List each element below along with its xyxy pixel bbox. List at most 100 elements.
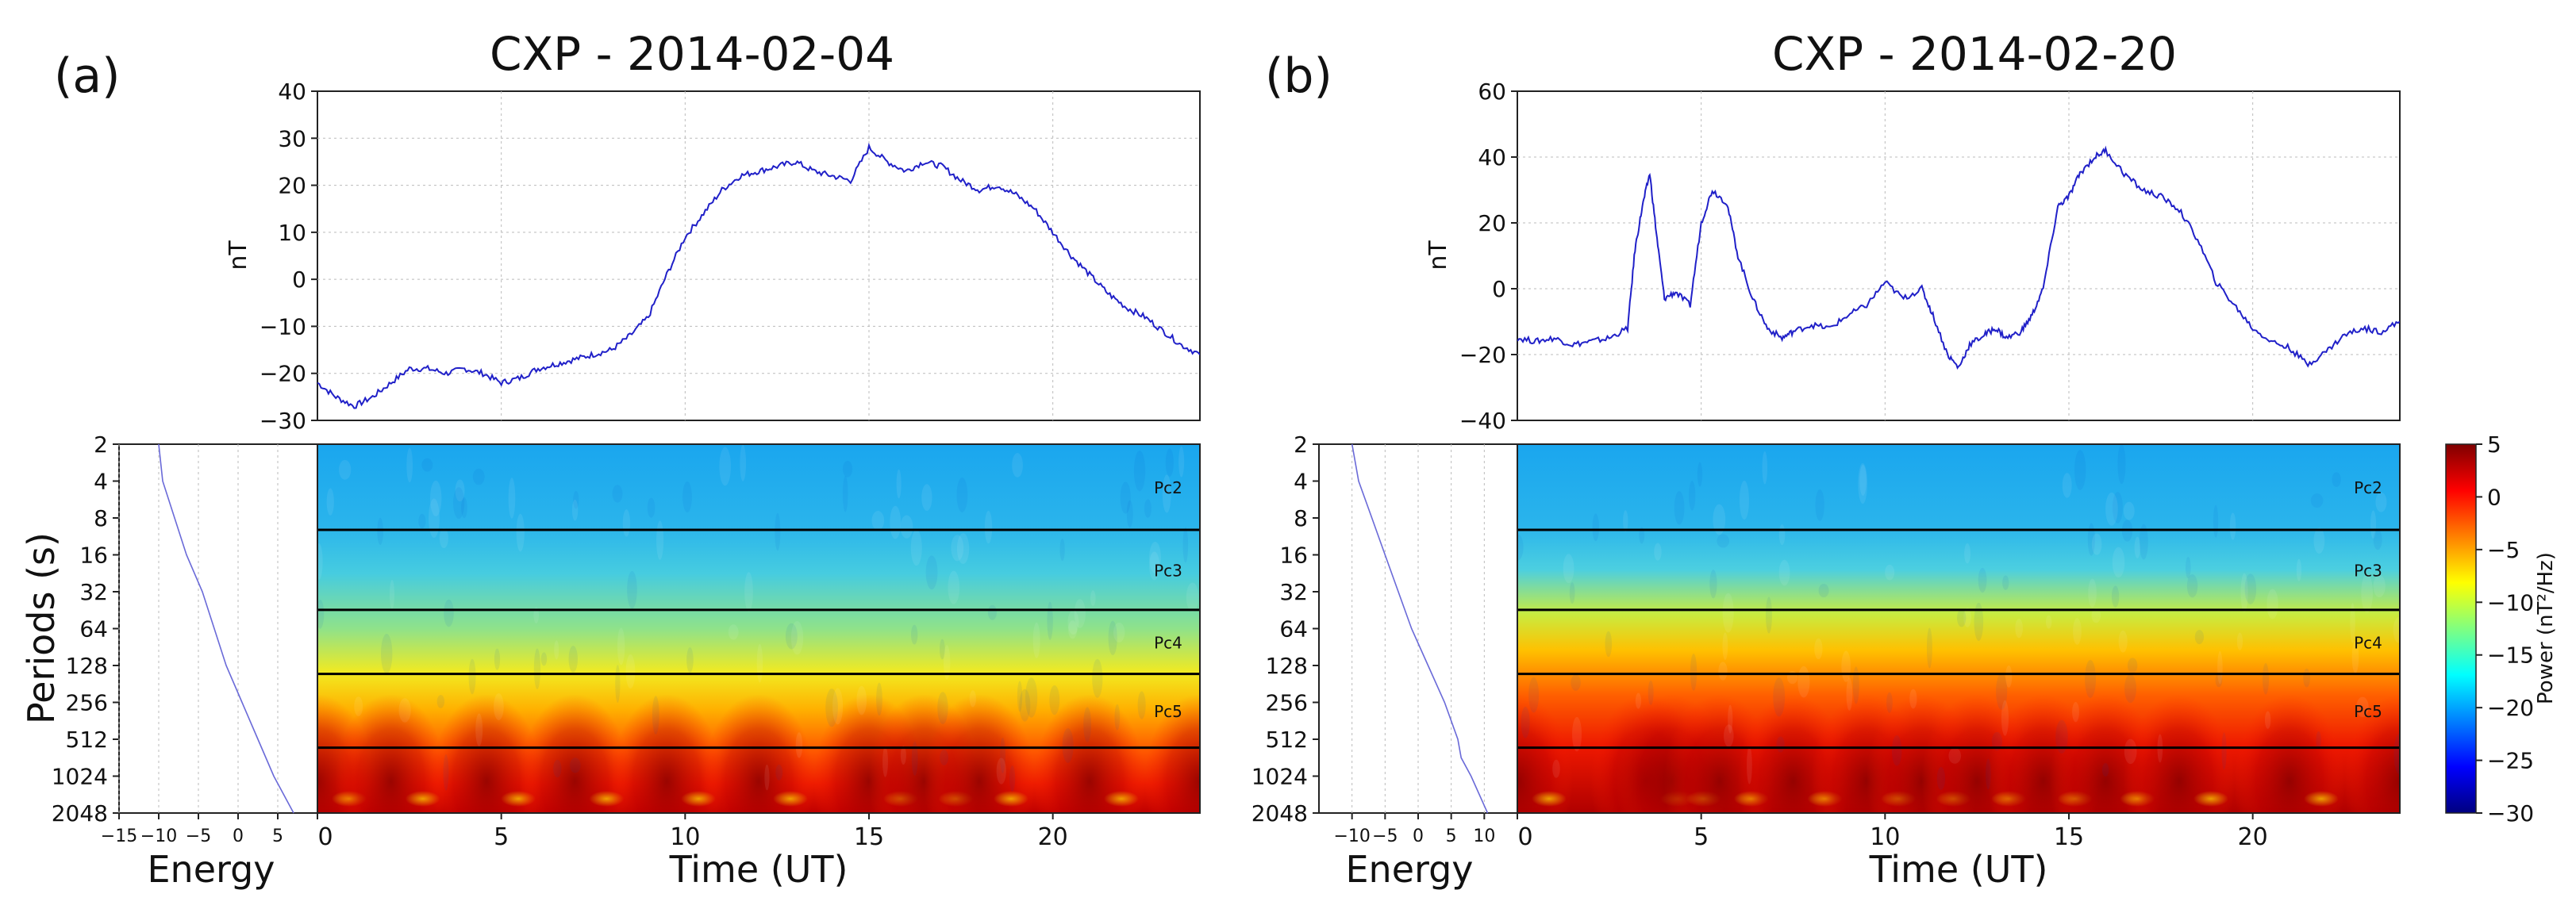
spectrogram-texture	[1722, 593, 1734, 633]
colorbar: 5 0 −5 −10 −15 −20 −25 −30 Power (nT²/Hz)	[2445, 431, 2558, 827]
period-tick-label: 32	[79, 579, 108, 605]
spectrogram-texture	[317, 599, 325, 629]
band-boundaries-a: Pc2 Pc3 Pc4 Pc5	[317, 478, 1200, 750]
spectrogram-hotspots-a	[317, 444, 1200, 813]
spectrogram-texture	[2316, 731, 2321, 750]
spectrogram-texture	[775, 512, 781, 551]
spectrogram-texture	[890, 505, 902, 539]
spectrogram-texture	[1062, 728, 1074, 763]
title-a: CXP - 2014-02-04	[490, 27, 894, 81]
time-ticks-a: 0 5 10 15 20	[317, 813, 1068, 851]
power-hotspot	[335, 694, 447, 813]
colorbar-label: Power (nT²/Hz)	[2534, 552, 2558, 704]
spectrogram-texture	[896, 469, 902, 499]
power-hotspot	[1517, 694, 1573, 813]
spectrogram-texture	[1909, 688, 1917, 709]
ytick-label: 30	[278, 125, 306, 152]
spectrogram-texture	[2262, 662, 2270, 695]
spectrogram-texture	[2393, 617, 2400, 643]
spectrogram-texture	[2264, 711, 2271, 729]
spectrogram-texture	[622, 509, 631, 537]
spectrogram-texture	[2139, 524, 2148, 560]
colorbar-tick-label: −10	[2487, 589, 2534, 616]
spectrogram-texture	[647, 497, 656, 518]
spectrogram-texture	[1000, 737, 1005, 773]
energy-tick-label: 10	[1473, 827, 1495, 846]
spectrogram-texture	[1846, 677, 1853, 711]
spectrogram-texture	[740, 444, 747, 481]
ytick-label: −20	[260, 361, 306, 387]
period-tick-label: 512	[66, 727, 108, 753]
xlabel-energy-b: Energy	[1345, 848, 1473, 891]
line-plot-yticks-b: −40 −20 0 20 40 60	[1459, 79, 1517, 434]
line-plot-yticks-a: −30 −20 −10 0 10 20 30 40	[260, 79, 317, 434]
spectrogram-texture	[984, 510, 993, 544]
spectrogram-texture	[338, 459, 352, 480]
spectrogram-texture	[516, 513, 525, 552]
ytick-label: −20	[1459, 342, 1506, 368]
power-blob	[773, 791, 808, 807]
spectrogram-texture	[1120, 481, 1131, 514]
spectrogram-texture	[1978, 567, 1987, 593]
spectrogram-texture	[444, 599, 454, 627]
spectrogram-texture	[568, 646, 578, 673]
spectrogram-texture	[2124, 738, 2137, 765]
period-tick-label: 2	[94, 431, 108, 458]
spectrogram-texture	[948, 570, 960, 604]
spectrogram-texture	[1841, 650, 1851, 682]
spectrogram-texture	[911, 741, 918, 776]
title-b: CXP - 2014-02-20	[1772, 27, 2177, 81]
spectrogram-texture	[1728, 704, 1733, 734]
spectrogram-texture	[1778, 524, 1786, 546]
spectrogram-texture	[2001, 700, 2009, 736]
period-ticks-b: 2 4 8 16 32 64 128 256 512 1024 2048	[1251, 431, 1319, 827]
ylabel-periods: Periods (s)	[20, 532, 63, 724]
spectrogram-texture	[2055, 719, 2068, 754]
spectrogram-texture	[2350, 603, 2355, 643]
spectrogram-texture	[2085, 659, 2097, 698]
spectrogram-texture	[1182, 527, 1189, 563]
spectrogram-texture	[2236, 632, 2243, 650]
energy-line-a	[158, 443, 294, 814]
spectrogram-texture	[1991, 731, 2003, 751]
band-label: Pc2	[2354, 478, 2382, 497]
spectrogram-texture	[1592, 513, 1600, 542]
band-label: Pc5	[2354, 702, 2382, 721]
colorbar-tick-label: −30	[2487, 800, 2534, 827]
spectrogram-texture	[1108, 620, 1117, 656]
period-tick-label: 4	[94, 469, 108, 495]
energy-tick-label: 0	[1413, 827, 1424, 846]
spectrogram-texture	[795, 732, 803, 758]
spectrogram-texture	[1762, 451, 1768, 485]
spectrogram-texture	[2127, 658, 2138, 674]
spectrogram-texture	[398, 698, 411, 723]
spectrogram-texture	[461, 497, 467, 519]
band-label: Pc4	[2354, 633, 2382, 652]
ylabel-nt-a: nT	[225, 240, 252, 270]
spectrogram-texture	[2101, 762, 2109, 777]
spectrogram-texture	[617, 627, 625, 665]
spectrogram-texture	[900, 746, 906, 765]
spectrogram-texture	[1517, 534, 1524, 561]
spectrogram-texture	[2361, 573, 2373, 613]
spectrogram-texture	[2073, 618, 2082, 645]
spectrogram-texture	[570, 758, 581, 773]
spectrogram-texture	[1739, 480, 1749, 520]
spectrogram-texture	[1149, 541, 1161, 573]
spectrogram-texture	[1068, 620, 1078, 639]
spectrogram-texture	[728, 624, 739, 640]
spectrogram-texture	[951, 535, 964, 562]
spectrogram-texture	[785, 623, 798, 650]
spectrogram-texture	[1047, 601, 1053, 640]
spectrogram-hotspots-b	[1517, 444, 2400, 813]
spectrogram-texture	[2072, 701, 2079, 723]
spectrogram-texture	[842, 475, 848, 512]
spectrogram-texture	[871, 511, 885, 531]
spectrogram-texture	[1773, 677, 1786, 717]
spectrogram-texture	[2112, 547, 2125, 578]
spectrogram-texture	[2117, 444, 2126, 485]
time-tick-label: 15	[2054, 823, 2084, 851]
spectrogram-texture	[911, 624, 918, 645]
spectrogram-texture	[1818, 583, 1829, 598]
